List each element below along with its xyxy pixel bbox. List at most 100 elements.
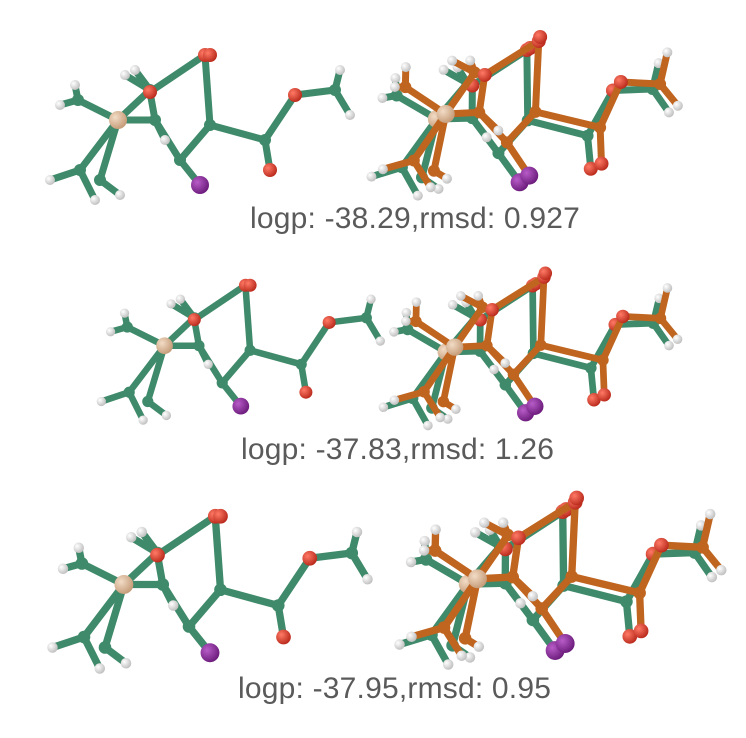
caption-row-1: logp: -38.29,rmsd: 0.927 [250, 202, 580, 235]
atom [506, 570, 520, 584]
bond [440, 575, 482, 632]
bond [531, 37, 543, 116]
bond [206, 121, 269, 144]
atom [405, 556, 417, 568]
atom [594, 156, 609, 171]
atom [428, 544, 442, 557]
atom [389, 327, 399, 337]
atom [377, 93, 388, 104]
atom [497, 517, 509, 528]
atom [288, 88, 302, 102]
atom [213, 508, 228, 524]
bond [523, 46, 532, 124]
molecule-1-overlay [366, 30, 683, 201]
atom [401, 323, 414, 336]
atom [45, 175, 55, 185]
atom [156, 578, 170, 591]
atom [662, 283, 673, 293]
molecule-3-overlay [394, 490, 727, 670]
atom [378, 402, 389, 413]
atom [130, 65, 140, 75]
atom [203, 359, 213, 369]
atom [366, 171, 377, 182]
atom [72, 94, 84, 106]
bond [524, 116, 592, 140]
atom [583, 161, 598, 176]
atom [478, 517, 490, 528]
atom [299, 385, 313, 399]
atom [98, 641, 112, 654]
atom [425, 182, 436, 193]
atom [271, 599, 285, 612]
atom [569, 490, 585, 506]
atom [442, 414, 453, 424]
atom [115, 190, 125, 200]
atom [438, 64, 449, 75]
atom [123, 386, 135, 398]
atom [716, 564, 727, 576]
atom [375, 336, 385, 346]
atom [216, 377, 228, 389]
bond [274, 554, 314, 610]
atom [75, 557, 89, 570]
atom [411, 297, 422, 307]
atom [527, 590, 538, 602]
atom [150, 547, 165, 563]
atom [427, 164, 440, 177]
atom [473, 641, 485, 652]
atom [613, 74, 628, 89]
atom [143, 85, 157, 99]
atom [581, 129, 594, 142]
atom [360, 312, 372, 324]
bond [191, 281, 249, 323]
atom [105, 327, 116, 337]
bond [246, 347, 305, 368]
atom [390, 89, 403, 102]
atom [446, 338, 464, 356]
atom [451, 404, 461, 415]
atom [520, 166, 539, 185]
atom [90, 195, 100, 205]
bond [261, 91, 299, 144]
atom [366, 294, 376, 304]
atom [469, 527, 481, 538]
atom [473, 106, 486, 119]
atom [585, 362, 597, 374]
atom [362, 574, 373, 585]
atom [193, 340, 205, 352]
atom [161, 410, 172, 421]
bond [144, 342, 168, 405]
atom [476, 301, 489, 313]
atom [633, 623, 649, 639]
atom [663, 107, 674, 118]
atom [515, 597, 526, 609]
atom [492, 147, 505, 160]
bond [488, 273, 548, 314]
atom [594, 121, 607, 134]
atom [329, 84, 341, 96]
atom [442, 659, 454, 670]
atom [565, 570, 579, 583]
atom [633, 586, 646, 600]
bond [76, 116, 122, 174]
atom [57, 563, 69, 574]
atom [96, 396, 106, 407]
atom [654, 77, 667, 90]
atom [418, 545, 430, 556]
bond [568, 572, 644, 597]
atom [500, 358, 510, 368]
atom [390, 73, 401, 84]
atom [458, 632, 472, 645]
bond [153, 512, 219, 559]
bond [537, 273, 548, 349]
bond [481, 37, 543, 79]
atom [412, 190, 423, 201]
atom [468, 66, 481, 79]
atom [120, 70, 130, 80]
atom [335, 65, 345, 75]
bond [297, 319, 333, 368]
atom [121, 321, 133, 333]
atom [244, 344, 256, 356]
bond [185, 586, 225, 631]
atom [418, 385, 430, 398]
